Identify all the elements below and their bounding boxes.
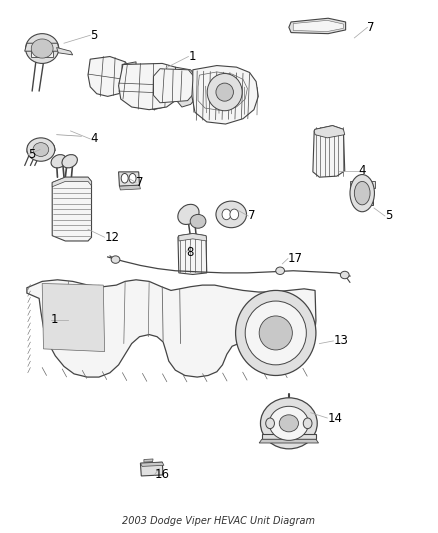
- Polygon shape: [289, 18, 346, 34]
- Ellipse shape: [121, 173, 128, 183]
- Ellipse shape: [259, 316, 292, 350]
- Ellipse shape: [354, 181, 370, 205]
- Polygon shape: [262, 434, 316, 439]
- Ellipse shape: [216, 83, 233, 101]
- Polygon shape: [178, 233, 207, 274]
- Ellipse shape: [266, 418, 275, 429]
- Ellipse shape: [230, 209, 239, 220]
- Text: 1: 1: [51, 313, 58, 326]
- Text: 5: 5: [28, 148, 35, 161]
- Polygon shape: [42, 284, 105, 352]
- Polygon shape: [192, 66, 258, 124]
- Polygon shape: [120, 185, 141, 190]
- Text: 7: 7: [367, 21, 375, 34]
- Text: 4: 4: [90, 132, 98, 146]
- Polygon shape: [31, 51, 53, 56]
- Text: 2003 Dodge Viper HEVAC Unit Diagram: 2003 Dodge Viper HEVAC Unit Diagram: [123, 516, 315, 526]
- Polygon shape: [27, 146, 55, 152]
- Polygon shape: [88, 56, 132, 96]
- Ellipse shape: [245, 301, 306, 365]
- Ellipse shape: [31, 39, 53, 58]
- Text: 5: 5: [385, 209, 392, 222]
- Ellipse shape: [276, 267, 285, 274]
- Polygon shape: [119, 172, 140, 186]
- Ellipse shape: [111, 256, 120, 263]
- Polygon shape: [57, 47, 73, 55]
- Text: 16: 16: [154, 469, 170, 481]
- Text: 13: 13: [333, 334, 348, 348]
- Polygon shape: [52, 177, 92, 187]
- Ellipse shape: [261, 398, 317, 449]
- Text: 1: 1: [188, 50, 196, 63]
- Polygon shape: [52, 177, 92, 241]
- Ellipse shape: [350, 174, 374, 212]
- Ellipse shape: [207, 74, 242, 111]
- Ellipse shape: [33, 143, 49, 157]
- Polygon shape: [141, 462, 163, 476]
- Polygon shape: [153, 70, 164, 110]
- Text: 7: 7: [248, 209, 256, 222]
- Text: 14: 14: [327, 411, 342, 424]
- Ellipse shape: [222, 209, 231, 220]
- Ellipse shape: [27, 138, 55, 161]
- Ellipse shape: [279, 415, 298, 432]
- Ellipse shape: [178, 204, 199, 224]
- Polygon shape: [141, 462, 164, 466]
- Polygon shape: [145, 67, 155, 104]
- Text: 5: 5: [90, 29, 98, 42]
- Ellipse shape: [340, 271, 349, 279]
- Polygon shape: [314, 126, 345, 138]
- Polygon shape: [119, 63, 183, 110]
- Polygon shape: [350, 181, 375, 188]
- Ellipse shape: [216, 201, 247, 228]
- Ellipse shape: [25, 34, 59, 63]
- Ellipse shape: [303, 418, 312, 429]
- Ellipse shape: [129, 173, 136, 183]
- Text: 4: 4: [359, 164, 366, 177]
- Polygon shape: [122, 62, 136, 99]
- Polygon shape: [144, 459, 153, 462]
- Ellipse shape: [236, 290, 316, 375]
- Polygon shape: [25, 43, 60, 51]
- Text: 12: 12: [105, 231, 120, 244]
- Ellipse shape: [269, 406, 308, 440]
- Text: 17: 17: [288, 252, 303, 265]
- Polygon shape: [353, 188, 373, 205]
- Text: 7: 7: [136, 176, 144, 189]
- Polygon shape: [179, 233, 207, 241]
- Polygon shape: [259, 439, 318, 443]
- Polygon shape: [293, 20, 343, 31]
- Polygon shape: [313, 126, 345, 177]
- Polygon shape: [175, 67, 197, 107]
- Ellipse shape: [62, 155, 78, 168]
- Ellipse shape: [190, 214, 206, 228]
- Polygon shape: [27, 280, 316, 377]
- Text: 8: 8: [186, 246, 194, 259]
- Ellipse shape: [51, 155, 67, 168]
- Polygon shape: [153, 69, 195, 103]
- Polygon shape: [134, 64, 147, 102]
